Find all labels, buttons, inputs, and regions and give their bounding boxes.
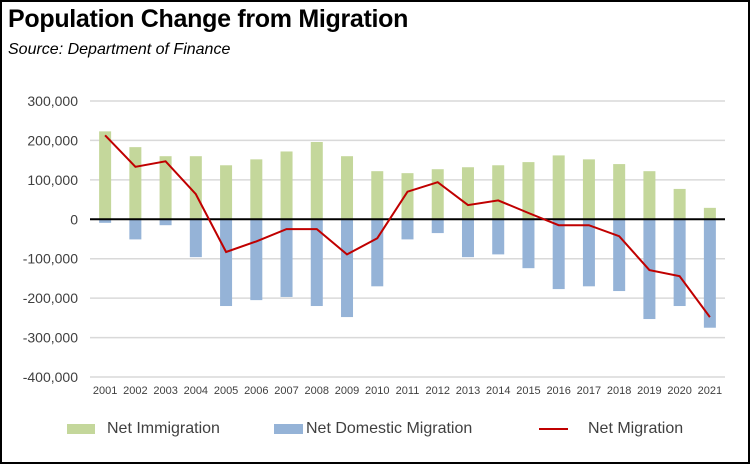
series-net-domestic-migration xyxy=(99,219,716,328)
bar-net-domestic-migration xyxy=(371,219,384,287)
bar-net-immigration xyxy=(401,173,414,220)
x-tick-label: 2019 xyxy=(637,385,661,397)
bar-net-domestic-migration xyxy=(129,219,142,240)
bar-net-immigration xyxy=(341,156,354,220)
bar-net-immigration xyxy=(129,147,142,220)
x-tick-label: 2006 xyxy=(244,385,268,397)
x-tick-label: 2003 xyxy=(153,385,177,397)
y-tick-label: 100,000 xyxy=(27,172,78,188)
bar-net-immigration xyxy=(522,162,535,220)
bar-net-domestic-migration xyxy=(280,219,293,297)
bar-net-domestic-migration xyxy=(99,219,112,223)
y-tick-label: -300,000 xyxy=(23,330,78,346)
y-tick-label: 0 xyxy=(70,211,78,227)
x-tick-label: 2001 xyxy=(93,385,117,397)
legend-swatch-domestic xyxy=(274,424,303,434)
bar-net-domestic-migration xyxy=(159,219,172,226)
bar-net-immigration xyxy=(703,207,716,220)
bar-net-domestic-migration xyxy=(250,219,263,301)
bar-net-immigration xyxy=(673,188,686,220)
y-tick-label: -100,000 xyxy=(23,251,78,267)
x-tick-label: 2005 xyxy=(214,385,238,397)
y-axis-ticks: 300,000 200,000 100,000 0 -100,000 -200,000 -3… xyxy=(23,93,78,385)
bar-net-domestic-migration xyxy=(703,219,716,328)
bar-net-immigration xyxy=(582,159,595,220)
legend-item-net-migration: Net Migration xyxy=(539,420,683,438)
y-tick-label: -200,000 xyxy=(23,290,78,306)
bar-net-domestic-migration xyxy=(341,219,354,318)
bar-net-immigration xyxy=(371,171,384,220)
legend: Net Immigration Net Domestic Migration N… xyxy=(0,420,750,444)
x-tick-label: 2009 xyxy=(335,385,359,397)
bar-net-immigration xyxy=(159,156,172,220)
legend-item-net-domestic-migration: Net Domestic Migration xyxy=(274,420,472,438)
bar-net-immigration xyxy=(310,142,323,220)
legend-label-immigration: Net Immigration xyxy=(107,420,220,437)
x-tick-label: 2013 xyxy=(456,385,480,397)
x-tick-label: 2015 xyxy=(516,385,540,397)
x-tick-label: 2010 xyxy=(365,385,389,397)
bar-net-immigration xyxy=(643,171,656,220)
series-net-migration xyxy=(104,134,711,318)
bar-net-immigration xyxy=(492,165,505,220)
series-net-immigration xyxy=(99,131,716,220)
bar-net-domestic-migration xyxy=(582,219,595,287)
bar-net-immigration xyxy=(461,167,474,220)
bar-net-domestic-migration xyxy=(401,219,414,240)
bar-net-domestic-migration xyxy=(613,219,626,292)
legend-item-net-immigration: Net Immigration xyxy=(67,420,220,438)
x-tick-label: 2002 xyxy=(123,385,147,397)
bar-net-domestic-migration xyxy=(461,219,474,258)
bar-net-domestic-migration xyxy=(310,219,323,307)
y-tick-label: 300,000 xyxy=(27,93,78,109)
bar-net-domestic-migration xyxy=(431,219,444,234)
bar-net-domestic-migration xyxy=(552,219,565,290)
legend-label-net: Net Migration xyxy=(588,420,684,437)
bar-net-immigration xyxy=(552,155,565,220)
legend-label-domestic: Net Domestic Migration xyxy=(306,420,473,437)
bar-net-domestic-migration xyxy=(189,219,202,258)
x-tick-label: 2012 xyxy=(425,385,449,397)
x-tick-label: 2018 xyxy=(607,385,631,397)
bar-net-immigration xyxy=(189,156,202,220)
x-tick-label: 2014 xyxy=(486,385,510,397)
legend-line-net xyxy=(539,428,568,430)
chart-subtitle: Source: Department of Finance xyxy=(8,41,231,58)
y-tick-label: 200,000 xyxy=(27,132,78,148)
x-tick-label: 2017 xyxy=(577,385,601,397)
line-net-migration xyxy=(104,134,711,318)
x-tick-label: 2020 xyxy=(667,385,691,397)
x-tick-label: 2004 xyxy=(184,385,208,397)
chart-title: Population Change from Migration xyxy=(8,5,409,33)
x-tick-label: 2021 xyxy=(698,385,722,397)
bar-net-immigration xyxy=(431,169,444,220)
bar-net-domestic-migration xyxy=(492,219,505,255)
bar-net-immigration xyxy=(280,151,293,220)
x-tick-label: 2008 xyxy=(305,385,329,397)
bar-net-immigration xyxy=(220,165,233,220)
bar-net-domestic-migration xyxy=(522,219,535,269)
bar-net-immigration xyxy=(99,131,112,220)
legend-swatch-immigration xyxy=(67,424,95,434)
x-axis-ticks: 2001 2002 2003 2004 2005 2006 2007 2008 2009 2010… xyxy=(93,385,722,397)
bar-net-domestic-migration xyxy=(220,219,233,307)
bar-net-domestic-migration xyxy=(673,219,686,307)
x-tick-label: 2007 xyxy=(274,385,298,397)
x-tick-label: 2016 xyxy=(546,385,570,397)
x-tick-label: 2011 xyxy=(396,385,420,397)
bar-net-immigration xyxy=(250,159,263,220)
y-tick-label: -400,000 xyxy=(23,369,78,385)
bar-net-immigration xyxy=(613,164,626,220)
